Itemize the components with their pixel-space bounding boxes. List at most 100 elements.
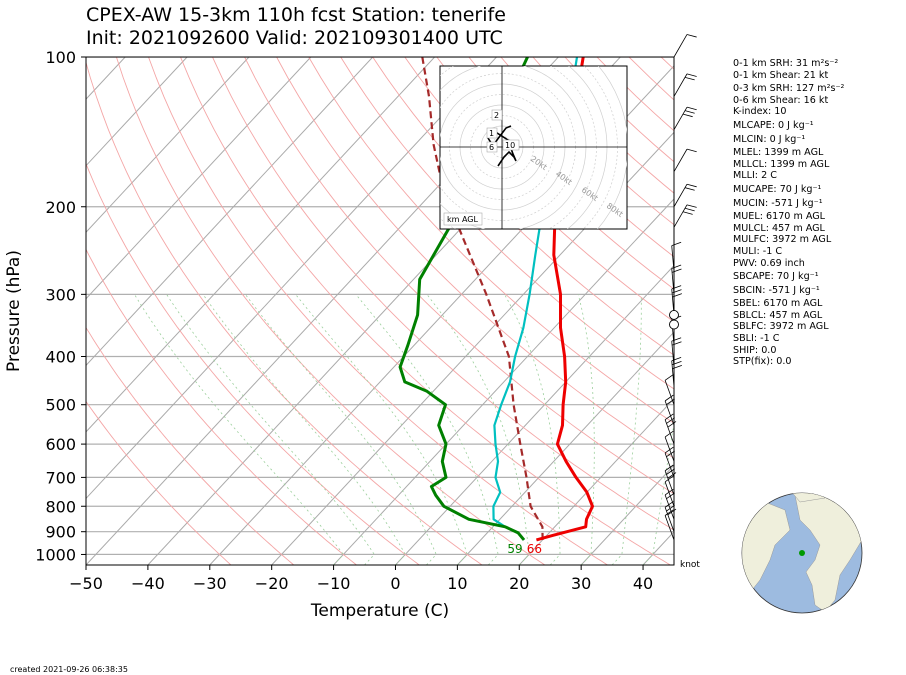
isotherm [86,57,312,300]
index-line: MUCIN: -571 J kg⁻¹ [733,197,823,209]
index-line: SHIP: 0.0 [733,344,777,356]
dry-adiabat [340,57,674,390]
dry-adiabat [148,57,608,565]
dry-adiabat [86,60,483,565]
x-tick-label: −40 [131,574,165,593]
hodograph-height-box [486,127,498,139]
index-line: MULI: -1 C [733,245,783,257]
isotherm [518,397,674,565]
dry-adiabat [86,326,294,565]
isotherm [86,57,436,433]
isotherm [0,57,1,565]
y-tick-label: 700 [45,468,76,487]
wind-barb [673,204,697,228]
index-line: SBLI: -1 C [733,333,780,345]
index-line: SBLFC: 3972 m AGL [733,321,829,333]
hodograph-height-box [502,139,520,151]
y-tick-label: 600 [45,435,76,454]
index-line: SBEL: 6170 m AGL [733,298,823,310]
x-tick-label: 10 [447,574,467,593]
x-axis-label: Temperature (C) [310,601,449,621]
index-line: 0-6 km Shear: 16 kt [733,94,829,106]
index-line: K-index: 10 [733,106,787,118]
wind-barb [671,356,682,387]
isotherm [86,57,188,167]
calm-wind-marker [669,309,679,320]
hodograph-height-label: 2 [494,111,499,120]
index-line: 0-1 km SRH: 31 m²s⁻² [733,58,839,69]
index-line: SBCAPE: 70 J kg⁻¹ [733,271,819,283]
wind-barb [664,430,675,462]
wind-barb [664,509,675,541]
isotherm [395,264,674,565]
surface-temperature-label: 66 [527,542,542,556]
hodograph-height-label: 1 [489,129,494,138]
index-line: MUEL: 6170 m AGL [733,211,826,223]
wind-barb [673,183,697,207]
x-tick-label: 40 [633,574,653,593]
moist-adiabat [202,294,406,565]
isotherm [86,57,497,500]
parcel-trace [421,57,544,540]
y-tick-label: 200 [45,198,76,217]
x-tick-label: 20 [509,574,529,593]
y-tick-label: 900 [45,523,76,542]
moist-adiabat [295,294,468,565]
moist-adiabat [504,294,561,565]
wind-barb [664,501,677,532]
y-tick-label: 800 [45,497,76,516]
isotherm [457,331,674,565]
y-tick-label: 100 [45,48,76,67]
x-tick-label: −50 [69,574,103,593]
y-tick-label: 1000 [35,545,76,564]
hodograph-legend-box [443,212,483,226]
indices-panel: 0-1 km SRH: 31 m²s⁻² 0-1 km Shear: 21 kt 0… [733,57,844,367]
hodograph-height-box [486,141,498,153]
knot-unit-label: knot [680,560,700,570]
dry-adiabat [244,57,674,495]
index-line: MLEL: 1399 m AGL [733,147,824,159]
wind-barb [664,446,675,478]
chart-title-line1: CPEX-AW 15-3km 110h fcst Station: teneri… [86,4,506,26]
index-line: PWV: 0.69 inch [733,257,805,269]
dry-adiabat [86,248,357,565]
index-line: MLLI: 2 C [733,170,777,182]
x-tick-label: 0 [390,574,400,593]
wind-barb [673,73,697,97]
dry-adiabat [308,57,674,424]
wind-barb [673,34,697,58]
isotherm [86,57,250,233]
surface-dewpoint-label: 59 [507,542,522,556]
y-tick-label: 300 [45,285,76,304]
x-tick-label: −30 [193,574,227,593]
wind-barb [671,264,682,295]
isotherm [86,57,374,367]
hodograph-height-box [491,109,503,121]
isotherm [580,464,674,565]
moist-adiabat [355,294,499,565]
moist-adiabat [577,294,595,565]
isotherm [271,131,674,565]
x-tick-label: −20 [255,574,289,593]
index-line: MUCAPE: 70 J kg⁻¹ [733,183,822,195]
wind-barb [664,464,677,496]
moist-adiabat [166,294,375,565]
index-line: MLCIN: 0 J kg⁻¹ [733,133,806,145]
hodograph-height-label: 6 [489,143,494,152]
index-line: SBLCL: 457 m AGL [733,309,823,321]
index-line: MULCL: 457 m AGL [733,222,825,234]
index-line: SBCIN: -571 J kg⁻¹ [733,284,820,296]
wind-barb [664,394,675,426]
chart-title-line2: Init: 2021092600 Valid: 202109301400 UTC [86,27,503,49]
location-globe [741,492,863,614]
moist-adiabat [244,294,437,565]
dry-adiabat [86,400,232,565]
hodograph-height-label: 10 [505,141,515,150]
moist-adiabat [611,294,642,565]
calm-wind-marker [669,319,679,330]
hodograph-legend-label: km AGL [447,215,479,224]
x-tick-label: 30 [571,574,591,593]
y-tick-label: 500 [45,396,76,415]
y-tick-label: 400 [45,348,76,367]
